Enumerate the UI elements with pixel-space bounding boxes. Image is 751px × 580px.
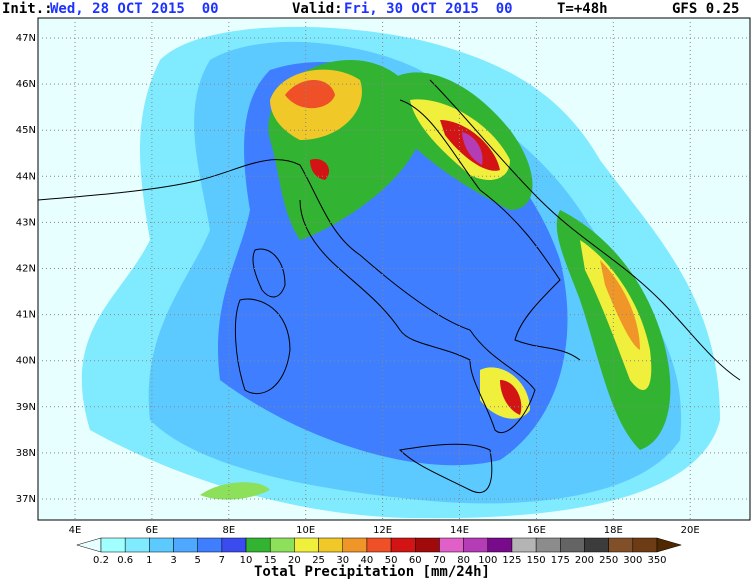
colorbar-label: 15 <box>264 555 277 566</box>
colorbar-swatch <box>294 537 319 553</box>
colorbar-label: 20 <box>288 555 301 566</box>
colorbar-label: 25 <box>312 555 325 566</box>
colorbar-swatch <box>584 537 609 553</box>
coastline <box>429 79 741 381</box>
colorbar-swatch <box>318 537 343 553</box>
lat-label: 37N <box>16 494 36 505</box>
colorbar-swatch <box>535 537 561 553</box>
colorbar-title: Total Precipitation [mm/24h] <box>254 564 490 580</box>
precip-area <box>600 260 640 350</box>
precip-area <box>310 159 330 180</box>
lon-label: 20E <box>681 525 700 536</box>
coastline <box>399 99 581 361</box>
header-valid-label: Valid: <box>292 1 343 17</box>
colorbar-swatch <box>221 537 247 553</box>
grid <box>38 18 750 520</box>
colorbar-arrow <box>656 537 683 553</box>
precip-area <box>500 380 522 415</box>
lon-label: 14E <box>450 525 469 536</box>
lon-label: 8E <box>222 525 235 536</box>
colorbar-swatch <box>560 537 585 553</box>
lat-label: 44N <box>16 171 36 182</box>
colorbar-swatch <box>342 537 368 553</box>
colorbar-label: 5 <box>195 555 201 566</box>
colorbar-label: 3 <box>170 555 176 566</box>
colorbar-swatch <box>632 537 658 553</box>
lon-label: 10E <box>296 525 315 536</box>
lon-label: 18E <box>604 525 623 536</box>
map-panel <box>37 17 751 521</box>
colorbar-swatch <box>463 537 489 553</box>
colorbar-swatch <box>173 537 198 553</box>
colorbar-label: 0.2 <box>93 555 109 566</box>
colorbar-label: 7 <box>219 555 225 566</box>
colorbar-label: 1 <box>146 555 152 566</box>
colorbar-arrow <box>75 537 102 553</box>
colorbar-swatch <box>608 537 634 553</box>
colorbar-label: 350 <box>647 555 666 566</box>
lat-label: 41N <box>16 310 36 321</box>
colorbar-label: 60 <box>409 555 422 566</box>
colorbar-label: 250 <box>599 555 618 566</box>
header-valid-value: Fri, 30 OCT 2015 00 <box>344 1 513 17</box>
colorbar-label: 150 <box>527 555 546 566</box>
colorbar-swatch <box>511 537 537 553</box>
lat-label: 47N <box>16 33 36 44</box>
precip-area <box>580 240 652 390</box>
precip-area <box>200 482 270 500</box>
header-init-value: Wed, 28 OCT 2015 00 <box>50 1 219 17</box>
colorbar-swatch <box>487 537 513 553</box>
lat-label: 43N <box>16 217 36 228</box>
lat-label: 42N <box>16 264 36 275</box>
precip-area <box>285 80 335 109</box>
colorbar-swatch <box>269 537 295 553</box>
colorbar-swatch <box>366 537 392 553</box>
lat-label: 38N <box>16 448 36 459</box>
lon-label: 16E <box>527 525 546 536</box>
colorbar-label: 10 <box>240 555 253 566</box>
coastline <box>37 159 536 433</box>
coastline <box>234 298 291 395</box>
colorbar-swatch <box>390 537 416 553</box>
lon-label: 6E <box>146 525 159 536</box>
colorbar-swatch <box>197 537 223 553</box>
lat-label: 39N <box>16 402 36 413</box>
colorbar-label: 0.6 <box>117 555 133 566</box>
coastline <box>398 443 493 493</box>
colorbar-swatch <box>245 537 271 553</box>
colorbar-label: 70 <box>433 555 446 566</box>
precip-area <box>462 132 483 165</box>
colorbar-swatch <box>439 537 464 553</box>
lat-label: 45N <box>16 125 36 136</box>
lon-label: 4E <box>69 525 82 536</box>
header-init-label: Init.: <box>2 1 53 17</box>
colorbar-label: 80 <box>457 555 470 566</box>
colorbar-label: 50 <box>385 555 398 566</box>
colorbar-label: 30 <box>336 555 349 566</box>
colorbar-label: 100 <box>478 555 497 566</box>
colorbar-swatch <box>149 537 174 553</box>
colorbar-label: 175 <box>551 555 570 566</box>
lat-label: 46N <box>16 79 36 90</box>
lat-label: 40N <box>16 356 36 367</box>
colorbar-label: 125 <box>502 555 521 566</box>
colorbar-label: 300 <box>623 555 642 566</box>
colorbar-label: 200 <box>575 555 594 566</box>
lon-label: 12E <box>373 525 392 536</box>
colorbar-swatch <box>100 537 126 553</box>
header-forecast-hour: T=+48h <box>557 1 608 17</box>
colorbar-swatch <box>415 537 440 553</box>
header-model: GFS 0.25 <box>672 1 739 17</box>
colorbar-label: 40 <box>361 555 374 566</box>
colorbar-swatch <box>124 537 150 553</box>
